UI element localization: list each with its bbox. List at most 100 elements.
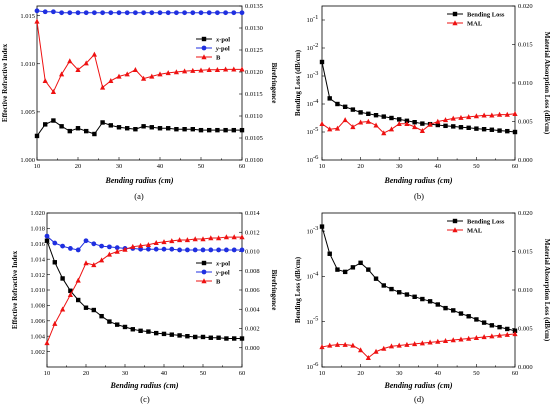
data-point (473, 334, 479, 340)
panel-caption: (d) (414, 394, 424, 404)
data-point (174, 10, 179, 16)
data-point (232, 336, 237, 341)
data-point (481, 112, 487, 118)
data-point (106, 251, 112, 257)
data-point (133, 10, 138, 16)
data-point (215, 127, 220, 133)
data-point (319, 59, 325, 65)
data-point (473, 113, 479, 119)
data-point (192, 247, 198, 253)
data-point (75, 277, 81, 283)
data-point (161, 246, 167, 252)
data-point (350, 265, 356, 270)
data-point (133, 127, 138, 132)
data-point (182, 10, 188, 16)
data-point (146, 329, 151, 334)
data-point (100, 120, 105, 125)
data-point (466, 114, 472, 120)
data-point (138, 328, 143, 334)
data-point (350, 107, 356, 112)
x-tick-label: 10 (319, 370, 326, 377)
data-point (67, 292, 73, 298)
y-left-tick-exponent: -4 (313, 270, 319, 277)
data-point (99, 257, 105, 263)
data-point (161, 331, 167, 337)
legend-label: B (216, 278, 221, 285)
data-point (458, 125, 464, 130)
legend-label-rest: -pol (219, 36, 230, 43)
legend-label: x-pol (215, 260, 230, 267)
y-left-tick-exponent: -6 (313, 361, 319, 368)
series-bending-loss (319, 224, 518, 333)
y-right-axis-label: Material Absorption Loss (dB/cm) (543, 239, 550, 342)
data-point (84, 128, 89, 134)
data-point (389, 115, 394, 121)
data-point (200, 334, 206, 340)
data-point (419, 340, 425, 346)
y-left-tick-label: 1.002 (30, 349, 45, 356)
data-point (327, 96, 332, 101)
data-point (239, 336, 245, 341)
x-tick-label: 50 (198, 163, 205, 170)
x-tick-label: 10 (44, 370, 51, 377)
data-point (138, 246, 144, 252)
x-tick-label: 10 (34, 163, 41, 170)
legend-label-italic: x (215, 260, 220, 267)
data-point (206, 67, 212, 72)
y-right-tick-label: 0.014 (245, 210, 260, 217)
y-right-axis-label: Material Absorption Loss (dB/cm) (543, 32, 550, 135)
data-point (42, 78, 48, 83)
y-left-tick-label: 1.006 (30, 318, 45, 325)
data-point (420, 121, 425, 126)
y-left-tick-label: 1.004 (30, 333, 45, 340)
data-point (141, 124, 146, 129)
legend: x-pol y-pol B (196, 260, 230, 285)
data-point (435, 302, 440, 307)
data-point (365, 354, 371, 360)
data-point (214, 67, 220, 72)
data-point (327, 126, 333, 132)
x-tick-label: 30 (122, 370, 129, 377)
data-point (505, 326, 510, 332)
data-point (91, 262, 97, 268)
data-point (161, 239, 167, 245)
data-point (44, 340, 50, 346)
legend-label: y-pol (215, 45, 230, 52)
data-point (149, 73, 155, 79)
data-point (107, 244, 112, 250)
data-point (75, 67, 81, 72)
data-point (34, 18, 40, 24)
data-point (99, 243, 104, 249)
x-tick-label: 50 (473, 370, 480, 377)
data-point (231, 127, 236, 133)
data-point (319, 121, 325, 127)
y-right-tick-label: 0.006 (245, 287, 260, 294)
data-point (496, 111, 503, 117)
y-left-tick-label: 1.012 (30, 272, 45, 279)
legend-label: MAL (467, 20, 483, 27)
data-point (450, 337, 456, 343)
data-point (43, 122, 48, 127)
data-point (497, 324, 502, 330)
legend-label: y-pol (215, 269, 230, 276)
y-left-axis-label: Bending Loss (dB/cm) (294, 256, 302, 323)
data-point (51, 118, 56, 123)
data-point (44, 233, 50, 239)
data-point (358, 260, 363, 266)
data-point (149, 10, 155, 16)
data-point (52, 320, 58, 326)
data-point (239, 10, 245, 16)
data-point (365, 118, 371, 124)
x-tick-label: 50 (473, 163, 480, 170)
data-point (141, 10, 147, 16)
legend-label-rest: -pol (219, 260, 230, 267)
data-point (239, 66, 245, 72)
data-point (381, 114, 386, 119)
y-left-tick-exponent: -5 (313, 126, 318, 133)
y-left-tick-exponent: -6 (313, 154, 319, 161)
data-point (91, 51, 97, 57)
y-left-tick-exponent: -3 (313, 70, 318, 77)
